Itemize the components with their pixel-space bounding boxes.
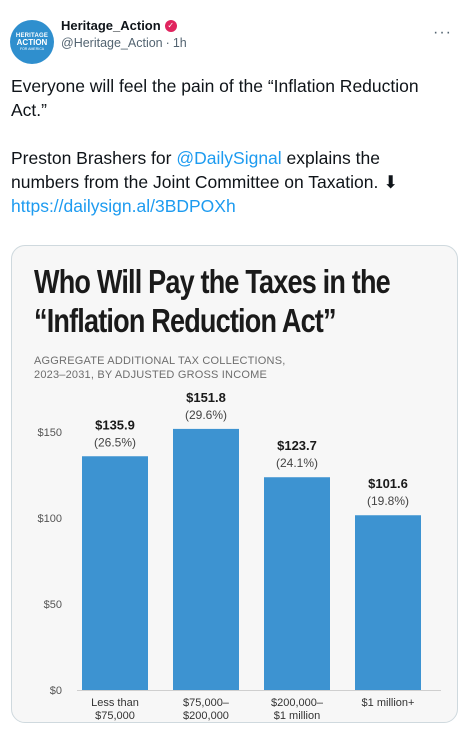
bar [264, 477, 330, 690]
x-category-label: $1 million [274, 710, 320, 722]
x-category-label: $200,000– [271, 697, 324, 709]
avatar-text-line1: HERITAGE [15, 32, 49, 39]
chart-title: Who Will Pay the Taxes in the “Inflation… [34, 262, 391, 340]
x-category-label: $75,000– [183, 697, 230, 709]
author-handle-row: @Heritage_Action · 1h [61, 36, 187, 50]
tweet-url-link[interactable]: https://dailysign.al/3BDPOXh [11, 196, 236, 216]
bar [82, 456, 148, 690]
chart-title-line1: Who Will Pay the Taxes in the [34, 263, 391, 300]
chart-title-line2: “Inflation Reduction Act” [34, 302, 337, 339]
separator-dot: · [165, 36, 170, 50]
bar-value-label: $151.8 [186, 390, 226, 405]
y-tick-label: $0 [50, 685, 62, 697]
bar-share-label: (26.5%) [94, 435, 136, 449]
tweet-text-post-mention: explains the numbers from the Joint Comm… [11, 148, 398, 192]
verified-badge-icon: ✓ [164, 19, 177, 32]
author-name-row: Heritage_Action ✓ [61, 18, 177, 33]
avatar[interactable]: HERITAGE ACTION FOR AMERICA [10, 20, 54, 64]
x-category-label: $1 million+ [362, 697, 415, 709]
bar-share-label: (19.8%) [367, 494, 409, 508]
bar-share-label: (29.6%) [185, 408, 227, 422]
mention-link[interactable]: @DailySignal [176, 148, 282, 168]
chart-subtitle-line1: AGGREGATE ADDITIONAL TAX COLLECTIONS, [34, 355, 286, 367]
y-tick-label: $150 [38, 427, 62, 439]
author-handle[interactable]: @Heritage_Action [61, 36, 163, 50]
bar-value-label: $101.6 [368, 476, 408, 491]
x-category-label: Less than [91, 697, 139, 709]
chart-subtitle-line2: 2023–2031, BY ADJUSTED GROSS INCOME [34, 369, 267, 381]
y-tick-label: $50 [44, 599, 62, 611]
tweet-header: HERITAGE ACTION FOR AMERICA Heritage_Act… [10, 14, 456, 64]
bar-chart: $0$50$100$150$135.9(26.5%)Less than$75,0… [38, 390, 441, 722]
tweet-timestamp[interactable]: 1h [172, 36, 187, 50]
media-card[interactable]: Who Will Pay the Taxes in the “Inflation… [11, 245, 458, 723]
bar-share-label: (24.1%) [276, 456, 318, 470]
tweet-text: Everyone will feel the pain of the “Infl… [11, 74, 451, 218]
x-category-label: $200,000 [183, 710, 229, 722]
y-tick-label: $100 [38, 513, 62, 525]
tweet-text-pre-mention: Preston Brashers for [11, 148, 177, 168]
x-category-label: $75,000 [95, 710, 135, 722]
bar-value-label: $123.7 [277, 438, 317, 453]
author-display-name[interactable]: Heritage_Action [61, 18, 161, 33]
chart-subtitle: AGGREGATE ADDITIONAL TAX COLLECTIONS, 20… [34, 354, 444, 382]
bar [173, 428, 239, 690]
tweet-text-line1: Everyone will feel the pain of the “Infl… [11, 76, 419, 120]
more-horizontal-icon[interactable]: ··· [433, 24, 452, 41]
bar-value-label: $135.9 [95, 417, 135, 432]
avatar-text-line3: FOR AMERICA [19, 46, 45, 51]
avatar-text-line2: ACTION [16, 37, 48, 47]
tweet-text-paragraph2: Preston Brashers for @DailySignal explai… [11, 146, 451, 194]
bar [355, 515, 421, 690]
